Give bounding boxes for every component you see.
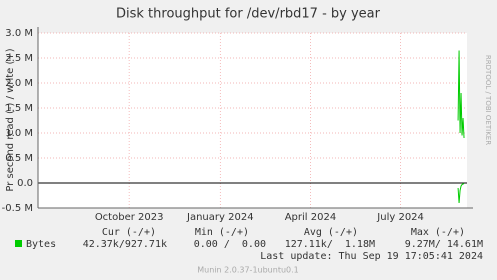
x-tick-label: October 2023: [95, 212, 164, 223]
legend-header: Min (-/+): [195, 227, 249, 238]
y-tick-label: 0.0: [17, 178, 33, 189]
legend-value: 42.37k/927.71k: [83, 239, 167, 250]
legend-value: 0.00 / 0.00: [194, 239, 266, 250]
series-line: [457, 50, 465, 139]
legend-value: 9.27M/ 14.61M: [405, 239, 483, 250]
x-tick-label: April 2024: [285, 212, 336, 223]
legend-swatch: [15, 240, 22, 247]
x-tick-label: July 2024: [376, 212, 424, 223]
y-tick-label: 2.5 M: [5, 53, 33, 64]
y-tick-label: -0.5 M: [2, 203, 33, 214]
legend-header: Cur (-/+): [102, 227, 156, 238]
footer: Munin 2.0.37-1ubuntu0.1: [197, 266, 299, 275]
y-axis-label: Pr second read (-) / write (+): [5, 48, 16, 191]
series-line: [457, 183, 465, 204]
legend-value: 127.11k/ 1.18M: [285, 239, 375, 250]
plot-area: [38, 33, 467, 208]
y-tick-label: 3.0 M: [5, 28, 33, 39]
last-update: Last update: Thu Sep 19 17:05:41 2024: [260, 251, 483, 262]
chart-title: Disk throughput for /dev/rbd17 - by year: [116, 7, 381, 22]
legend-header: Avg (-/+): [304, 227, 358, 238]
y-tick-label: 1.5 M: [5, 103, 33, 114]
y-tick-label: 2.0 M: [5, 78, 33, 89]
x-tick-label: January 2024: [186, 212, 254, 223]
side-label: RRDTOOL / TOBI OETIKER: [484, 55, 492, 145]
y-tick-label: 1.0 M: [5, 128, 33, 139]
legend-label: Bytes: [26, 239, 56, 250]
y-tick-label: 0.5 M: [5, 153, 33, 164]
legend-header: Max (-/+): [411, 227, 465, 238]
